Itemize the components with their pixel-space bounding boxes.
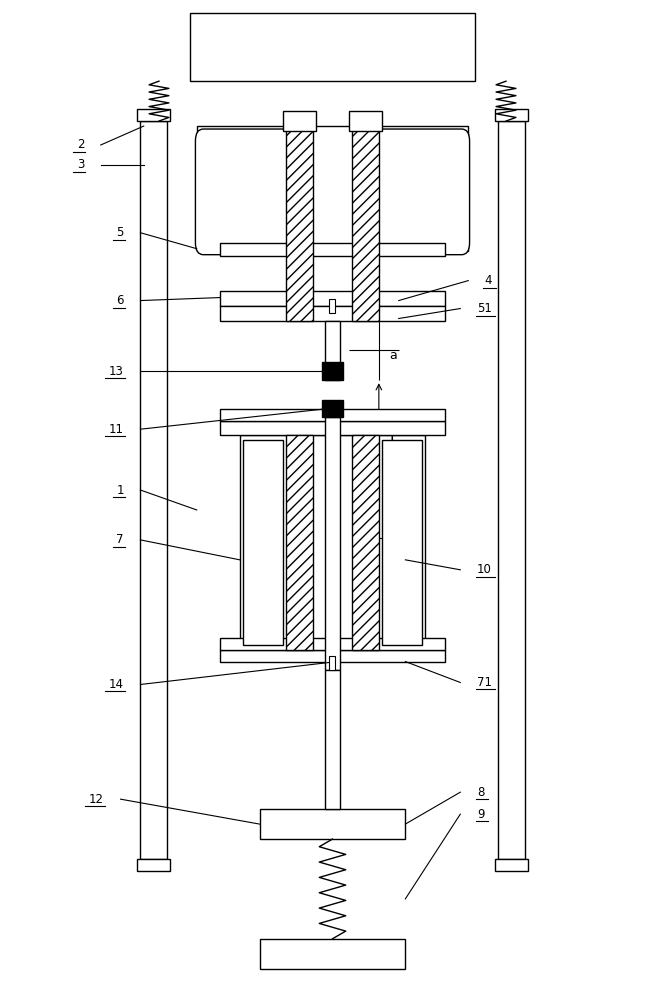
Bar <box>220 650 445 662</box>
Bar <box>495 859 528 871</box>
Bar <box>220 306 445 320</box>
Bar <box>243 440 283 645</box>
Bar <box>220 291 445 306</box>
Text: 10: 10 <box>477 563 491 576</box>
Bar <box>325 670 340 809</box>
Text: 8: 8 <box>477 786 484 799</box>
Bar <box>349 111 382 131</box>
Text: 12: 12 <box>89 793 104 806</box>
Bar <box>322 362 343 380</box>
Bar <box>286 435 313 650</box>
Text: 71: 71 <box>477 676 492 689</box>
Bar <box>190 13 475 81</box>
Bar <box>498 121 525 859</box>
Bar <box>322 400 343 417</box>
Bar <box>329 299 335 313</box>
Text: 11: 11 <box>109 423 124 436</box>
Bar <box>283 111 316 131</box>
FancyBboxPatch shape <box>354 129 469 255</box>
Text: a: a <box>389 349 396 362</box>
Bar <box>259 809 406 839</box>
Bar <box>137 859 170 871</box>
Text: B: B <box>398 532 406 545</box>
Bar <box>140 121 167 859</box>
Text: 7: 7 <box>116 533 124 546</box>
Text: 5: 5 <box>116 226 124 239</box>
Bar <box>325 320 340 380</box>
Text: 6: 6 <box>116 294 124 307</box>
Text: 14: 14 <box>109 678 124 691</box>
Bar <box>329 656 335 670</box>
Text: 13: 13 <box>109 365 124 378</box>
Text: 51: 51 <box>477 302 491 315</box>
Bar <box>220 421 445 435</box>
Bar <box>352 435 379 650</box>
Bar <box>220 409 445 421</box>
Text: 2: 2 <box>76 138 84 151</box>
FancyBboxPatch shape <box>196 129 311 255</box>
Bar <box>382 440 422 645</box>
Bar <box>220 243 445 256</box>
Bar <box>352 126 379 320</box>
Text: 1: 1 <box>116 484 124 497</box>
Bar <box>240 435 425 650</box>
Bar <box>325 417 340 670</box>
Bar <box>197 126 468 251</box>
Bar <box>137 109 170 121</box>
Bar <box>286 126 313 320</box>
Text: 3: 3 <box>76 158 84 171</box>
Bar <box>495 109 528 121</box>
Bar <box>220 638 445 650</box>
Text: 9: 9 <box>477 808 484 821</box>
Text: 4: 4 <box>485 274 492 287</box>
Bar <box>259 939 406 969</box>
